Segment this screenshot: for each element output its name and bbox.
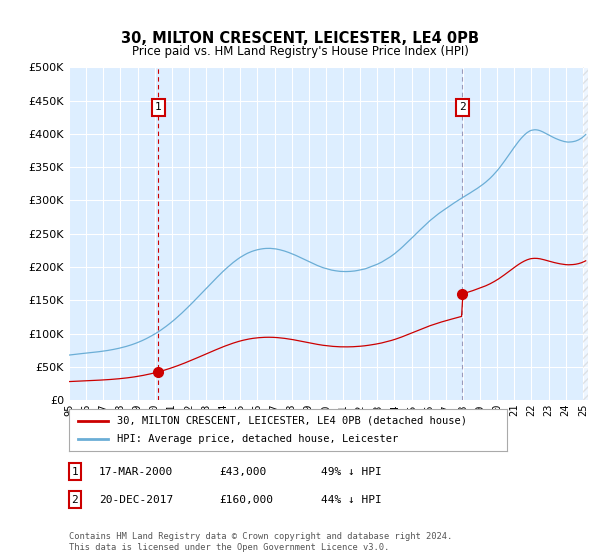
Text: £43,000: £43,000: [219, 466, 266, 477]
Text: Contains HM Land Registry data © Crown copyright and database right 2024.
This d: Contains HM Land Registry data © Crown c…: [69, 532, 452, 552]
Text: 17-MAR-2000: 17-MAR-2000: [99, 466, 173, 477]
Text: HPI: Average price, detached house, Leicester: HPI: Average price, detached house, Leic…: [117, 434, 398, 444]
Text: 1: 1: [155, 102, 161, 112]
Text: 30, MILTON CRESCENT, LEICESTER, LE4 0PB: 30, MILTON CRESCENT, LEICESTER, LE4 0PB: [121, 31, 479, 46]
Text: 2: 2: [71, 494, 79, 505]
Text: 49% ↓ HPI: 49% ↓ HPI: [321, 466, 382, 477]
Text: 20-DEC-2017: 20-DEC-2017: [99, 494, 173, 505]
Text: 1: 1: [71, 466, 79, 477]
Text: £160,000: £160,000: [219, 494, 273, 505]
Text: 2: 2: [459, 102, 466, 112]
Text: 44% ↓ HPI: 44% ↓ HPI: [321, 494, 382, 505]
Text: 30, MILTON CRESCENT, LEICESTER, LE4 0PB (detached house): 30, MILTON CRESCENT, LEICESTER, LE4 0PB …: [117, 416, 467, 426]
Text: Price paid vs. HM Land Registry's House Price Index (HPI): Price paid vs. HM Land Registry's House …: [131, 45, 469, 58]
